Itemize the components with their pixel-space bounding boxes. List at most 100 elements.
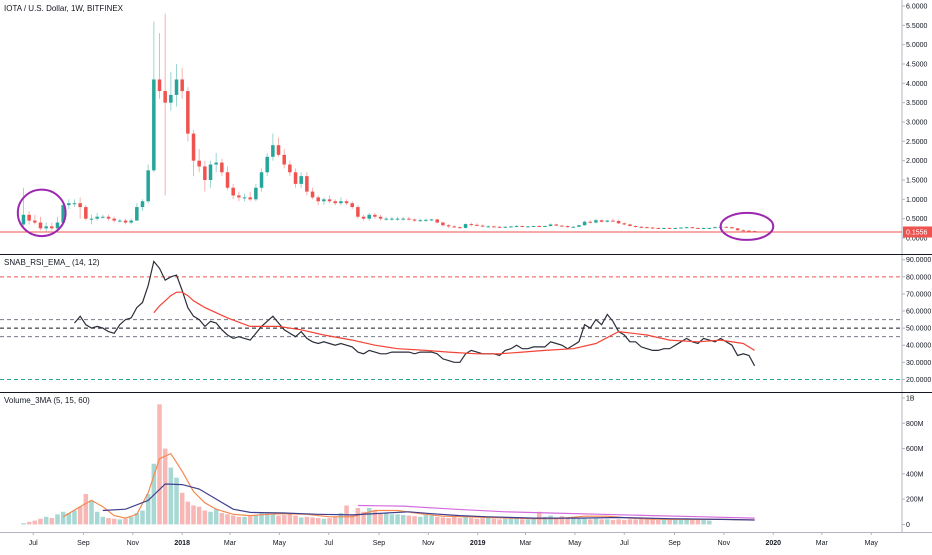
volume-bar	[576, 518, 582, 525]
volume-bar	[417, 516, 423, 525]
candle-up	[577, 225, 581, 227]
candle-down	[112, 218, 116, 221]
time-axis-label: Sep	[668, 540, 681, 547]
candle-up	[684, 227, 689, 229]
candle-up	[95, 216, 99, 219]
volume-bar	[162, 448, 168, 525]
annotation-circle[interactable]	[719, 211, 775, 241]
volume-bar	[191, 505, 196, 525]
annotation-circle[interactable]	[16, 188, 67, 238]
price-axis-label: 3.5000	[906, 100, 928, 107]
volume-bar	[502, 518, 508, 525]
candle-down	[310, 191, 315, 198]
candle-down	[282, 154, 286, 165]
candle-down	[560, 225, 564, 227]
candle-down	[356, 207, 360, 217]
rsi-axis-label: 60.0000	[906, 309, 931, 316]
time-axis-label: May	[568, 540, 582, 547]
time-axis-label: Nov	[422, 540, 435, 547]
candle-down	[373, 214, 377, 217]
candle-down	[412, 219, 417, 221]
volume-bar	[485, 517, 491, 525]
volume-bar	[366, 507, 372, 525]
volume-bar	[123, 518, 128, 525]
volume-bar	[605, 519, 610, 525]
time-axis-label: Sep	[77, 540, 90, 547]
volume-bar	[208, 511, 213, 525]
volume-bar	[599, 519, 604, 525]
time-axis-label: May	[273, 540, 287, 547]
volume-title: Volume_3MA (5, 15, 60)	[4, 396, 90, 405]
candle-up	[531, 226, 536, 228]
time-axis-label: 2020	[765, 540, 781, 547]
candle-up	[135, 207, 139, 221]
candle-down	[50, 226, 54, 229]
candle-up	[526, 226, 530, 228]
time-axis-label: Mar	[519, 540, 532, 547]
candle-down	[276, 145, 281, 155]
candle-down	[197, 160, 201, 167]
volume-bar	[202, 510, 208, 525]
volume-bar	[582, 518, 587, 525]
volume-bar	[383, 513, 389, 525]
candle-down	[157, 79, 162, 92]
candle-down	[616, 220, 621, 224]
candle-down	[84, 207, 88, 219]
volume-bar	[610, 519, 616, 525]
candle-up	[67, 203, 71, 206]
volume-bar	[77, 506, 83, 525]
rsi-ema-line	[153, 291, 755, 355]
candle-up	[299, 176, 303, 184]
price-axis-label: 5.5000	[906, 23, 928, 30]
volume-bar	[468, 518, 474, 525]
candle-up	[101, 216, 105, 218]
volume-bar	[355, 507, 361, 525]
last-price-label: 0.1556	[906, 229, 928, 236]
volume-axis-label: 600M	[906, 446, 924, 453]
candle-up	[72, 203, 77, 205]
volume-bar	[412, 516, 417, 525]
candle-up	[679, 227, 683, 229]
candle-up	[713, 227, 717, 229]
rsi-axis-label: 80.0000	[906, 274, 931, 281]
candle-up	[21, 214, 26, 225]
volume-bar	[463, 517, 468, 525]
candle-up	[390, 218, 394, 220]
candle-up	[543, 226, 547, 228]
volume-axis-label: 800M	[906, 421, 924, 428]
volume-bar	[310, 517, 315, 525]
price-axis-label: 3.0000	[906, 120, 928, 127]
volume-bar	[389, 514, 395, 525]
candle-up	[503, 226, 508, 228]
candle-down	[123, 220, 128, 223]
candle-up	[129, 220, 133, 223]
volume-bar	[26, 521, 32, 525]
candle-up	[55, 222, 60, 229]
candle-up	[571, 226, 576, 228]
volume-bar	[315, 518, 321, 525]
volume-bar	[338, 513, 344, 525]
volume-bar	[43, 516, 49, 525]
candle-down	[293, 172, 298, 184]
volume-bar	[349, 514, 355, 525]
candle-down	[203, 166, 207, 180]
candle-up	[265, 156, 269, 173]
candle-down	[633, 226, 638, 228]
time-axis-label: May	[865, 540, 879, 547]
volume-bar	[270, 514, 276, 525]
volume-bar	[66, 513, 72, 525]
candle-down	[305, 176, 309, 192]
candle-down	[361, 216, 366, 219]
price-axis-label: 0.0000	[906, 236, 928, 243]
candle-up	[424, 219, 428, 221]
rsi-axis-label: 40.0000	[906, 343, 931, 350]
candle-down	[106, 216, 111, 219]
candle-up	[701, 227, 706, 229]
rsi-axis-label: 50.0000	[906, 326, 931, 333]
volume-bar	[145, 494, 151, 525]
volume-bar	[395, 514, 400, 525]
candle-down	[220, 162, 224, 173]
candle-up	[395, 218, 400, 220]
